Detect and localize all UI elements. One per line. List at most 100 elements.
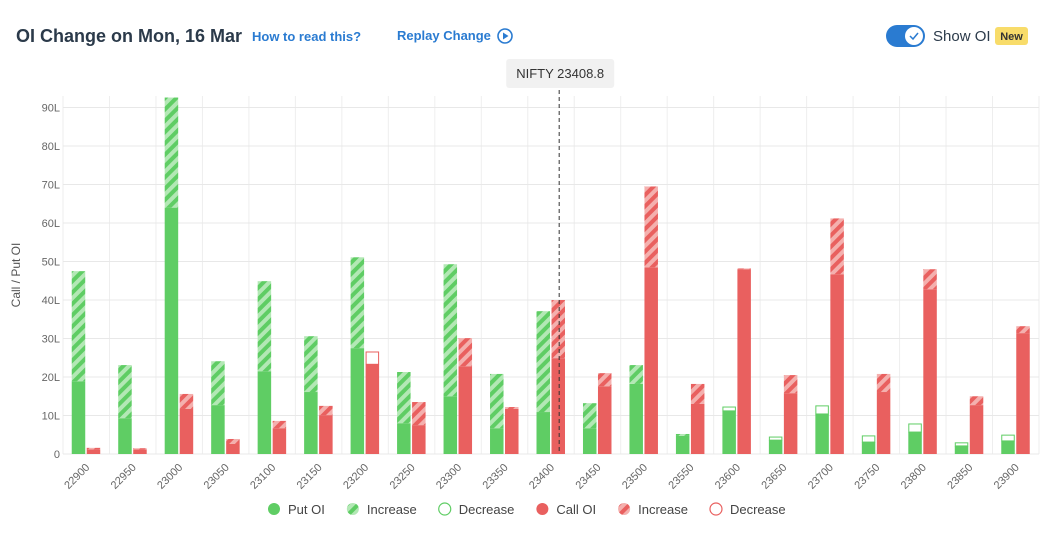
change-bar	[133, 448, 147, 450]
change-bar	[815, 405, 829, 415]
legend-swatch	[618, 503, 631, 515]
legend-item[interactable]: Increase	[618, 502, 688, 517]
y-tick-label: 80L	[42, 141, 60, 153]
change-bar	[629, 365, 643, 384]
legend-label: Put OI	[288, 502, 325, 517]
x-tick-label: 23750	[852, 462, 882, 492]
replay-icon[interactable]	[497, 28, 513, 44]
replay-link[interactable]: Replay Change	[397, 28, 491, 43]
help-link[interactable]: How to read this?	[252, 29, 361, 44]
oi-bar	[164, 207, 179, 454]
change-bar	[536, 311, 550, 413]
change-bar	[319, 405, 333, 416]
change-bar	[675, 433, 690, 436]
change-bar	[164, 97, 179, 208]
oi-bar	[118, 418, 132, 454]
x-tick-label: 23150	[295, 462, 325, 492]
x-tick-label: 23850	[945, 462, 975, 492]
x-tick-label: 23500	[620, 462, 650, 492]
oi-bar	[350, 348, 365, 454]
x-tick-label: 23050	[202, 462, 232, 492]
oi-bar	[908, 432, 922, 454]
x-tick-label: 23650	[759, 462, 789, 492]
oi-bar	[304, 392, 318, 454]
change-bar	[597, 373, 612, 387]
change-bar	[861, 435, 876, 443]
oi-bar	[211, 405, 225, 454]
oi-bar	[582, 428, 597, 454]
change-bar	[350, 257, 365, 349]
x-tick-label: 23200	[341, 462, 371, 492]
legend-item[interactable]: Put OI	[268, 502, 325, 517]
oi-bar	[737, 269, 751, 454]
oi-bar	[783, 393, 798, 454]
spot-label-bg	[506, 59, 615, 88]
legend-label: Call OI	[556, 502, 596, 517]
oi-bar	[768, 440, 783, 454]
legend: Put OI Increase Decrease Call OI Increase Dec…	[268, 502, 786, 517]
change-bar	[876, 373, 891, 393]
oi-bar	[861, 442, 876, 454]
toggle-label: Show OI	[933, 28, 991, 45]
change-bar	[412, 402, 426, 426]
oi-bar	[86, 449, 101, 454]
oi-bar	[443, 396, 458, 454]
y-tick-label: 70L	[42, 180, 60, 192]
x-tick-label: 23300	[434, 462, 464, 492]
oi-bar	[1001, 440, 1015, 454]
change-bar	[71, 271, 86, 382]
change-bar	[211, 361, 225, 406]
x-tick-label: 22950	[109, 462, 139, 492]
y-tick-label: 40L	[42, 295, 60, 307]
oi-bar	[876, 392, 891, 454]
x-tick-label: 23000	[155, 462, 185, 492]
change-bar	[257, 281, 272, 372]
y-tick-label: 50L	[42, 257, 60, 269]
oi-bar	[412, 425, 426, 454]
legend-label: Increase	[367, 502, 417, 517]
change-bar	[969, 396, 984, 406]
x-tick-label: 23900	[992, 462, 1022, 492]
change-bar	[226, 438, 240, 444]
change-bar	[954, 442, 969, 447]
x-tick-label: 23100	[248, 462, 278, 492]
oi-bar	[969, 405, 984, 454]
oi-bar	[722, 410, 736, 454]
change-bar	[458, 338, 473, 367]
legend-item[interactable]: Increase	[346, 502, 417, 517]
change-bar	[397, 372, 411, 424]
y-tick-label: 90L	[42, 103, 60, 115]
legend-swatch	[268, 503, 280, 515]
legend-item[interactable]: Decrease	[438, 502, 515, 517]
change-bar	[908, 423, 922, 433]
oi-bar	[319, 415, 333, 454]
change-bar	[644, 186, 658, 268]
legend-item[interactable]: Decrease	[709, 502, 786, 517]
y-tick-label: 0	[54, 449, 60, 461]
legend-swatch	[536, 503, 549, 515]
change-bar	[86, 447, 101, 450]
oi-bar	[597, 386, 612, 454]
oi-bar	[923, 289, 937, 454]
oi-bar	[954, 445, 969, 454]
change-bar	[272, 420, 287, 429]
oi-bar	[458, 366, 473, 454]
legend-swatch	[438, 502, 452, 516]
oi-bar	[179, 408, 194, 454]
change-bar	[722, 406, 736, 412]
oi-bar	[365, 364, 380, 454]
toggle[interactable]	[886, 25, 925, 47]
x-tick-label: 23800	[899, 462, 929, 492]
badge: New	[1000, 31, 1023, 43]
change-bar	[551, 300, 565, 359]
oi-bar	[226, 443, 240, 454]
y-tick-label: 20L	[42, 372, 60, 384]
legend-item[interactable]: Call OI	[536, 502, 596, 517]
change-bar	[179, 393, 194, 409]
change-bar	[118, 365, 132, 419]
oi-bar	[272, 428, 287, 454]
legend-swatch	[346, 503, 359, 515]
change-bar	[923, 269, 937, 290]
